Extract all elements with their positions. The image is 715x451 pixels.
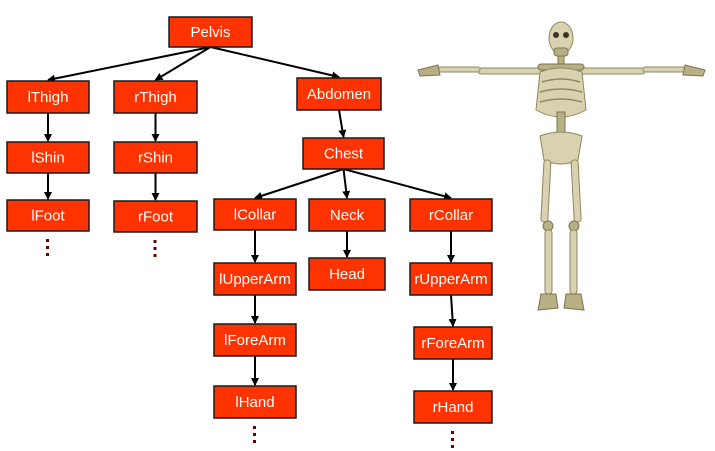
node-box-rcollar: [409, 198, 493, 232]
node-label-pelvis: Pelvis: [190, 24, 230, 41]
continuation-dot: [153, 247, 157, 250]
node-box-lfoot: [6, 199, 90, 232]
continuation-dot: [153, 240, 157, 243]
edge-pelvis-to-lthigh: [47, 46, 211, 83]
continuation-dot: [46, 239, 49, 242]
node-rthigh: rThigh: [113, 80, 198, 114]
node-label-rshin: rShin: [138, 150, 173, 167]
node-box-rforearm: [413, 326, 493, 360]
edge-pelvis-to-rthigh: [154, 46, 212, 81]
node-label-lhand: lHand: [235, 394, 274, 411]
node-rcollar: rCollar: [409, 198, 493, 232]
node-label-rfoot: rFoot: [138, 209, 174, 226]
node-label-rupperarm: rUpperArm: [414, 271, 487, 288]
node-box-pelvis: [168, 16, 253, 48]
continuation-dots-layer: [46, 239, 454, 448]
continuation-dots-lhand: [253, 426, 256, 443]
node-box-lthigh: [6, 80, 90, 114]
nodes-layer: Pelvis lThigh rThigh Abdomen lShin rShin Chest…: [6, 16, 493, 424]
node-rupperarm: rUpperArm: [409, 262, 493, 296]
node-lthigh: lThigh: [6, 80, 90, 114]
edges-layer: [44, 46, 457, 391]
node-label-lupperarm: lUpperArm: [219, 271, 291, 288]
edge-rupperarm-to-rforearm: [448, 294, 457, 327]
node-label-lcollar: lCollar: [234, 207, 277, 224]
node-box-neck: [308, 198, 386, 232]
node-label-lthigh: lThigh: [28, 89, 69, 106]
node-chest: Chest: [302, 137, 385, 170]
node-label-head: Head: [329, 266, 365, 283]
node-box-lcollar: [213, 198, 297, 231]
node-box-rupperarm: [409, 262, 493, 296]
continuation-dot: [253, 433, 256, 436]
node-pelvis: Pelvis: [168, 16, 253, 48]
continuation-dots-rhand: [451, 431, 454, 448]
node-lfoot: lFoot: [6, 199, 90, 232]
node-rforearm: rForeArm: [413, 326, 493, 360]
node-label-rthigh: rThigh: [134, 89, 177, 106]
node-label-rcollar: rCollar: [429, 207, 473, 224]
node-box-lforearm: [213, 323, 297, 357]
node-label-abdomen: Abdomen: [307, 86, 371, 103]
node-box-lshin: [6, 141, 90, 174]
node-rshin: rShin: [113, 141, 198, 174]
node-box-abdomen: [296, 77, 382, 111]
continuation-dot: [451, 431, 454, 434]
edge-chest-to-lcollar: [254, 168, 344, 200]
node-box-lhand: [213, 385, 297, 419]
node-neck: Neck: [308, 198, 386, 232]
node-label-rhand: rHand: [433, 399, 474, 416]
node-lforearm: lForeArm: [213, 323, 297, 357]
continuation-dot: [451, 438, 454, 441]
node-rhand: rHand: [413, 390, 493, 424]
node-abdomen: Abdomen: [296, 77, 382, 111]
node-box-lupperarm: [213, 262, 297, 296]
node-label-lshin: lShin: [31, 150, 64, 167]
node-lcollar: lCollar: [213, 198, 297, 231]
edge-abdomen-to-chest: [338, 109, 347, 138]
continuation-dot: [451, 445, 454, 448]
continuation-dot: [153, 254, 157, 257]
node-box-rthigh: [113, 80, 198, 114]
continuation-dot: [253, 426, 256, 429]
node-box-head: [308, 257, 386, 291]
node-box-rhand: [413, 390, 493, 424]
node-label-chest: Chest: [324, 146, 364, 163]
continuation-dots-rfoot: [153, 240, 157, 257]
edge-chest-to-neck: [342, 168, 351, 199]
node-box-rfoot: [113, 200, 198, 233]
continuation-dot: [46, 246, 49, 249]
edge-pelvis-to-abdomen: [210, 46, 340, 80]
node-head: Head: [308, 257, 386, 291]
continuation-dots-lfoot: [46, 239, 49, 256]
edge-chest-to-rcollar: [343, 168, 452, 201]
node-label-rforearm: rForeArm: [421, 335, 484, 352]
node-label-lforearm: lForeArm: [224, 332, 286, 349]
node-box-rshin: [113, 141, 198, 174]
node-lupperarm: lUpperArm: [213, 262, 297, 296]
node-label-lfoot: lFoot: [31, 208, 65, 225]
continuation-dot: [253, 440, 256, 443]
node-label-neck: Neck: [330, 207, 365, 224]
node-lhand: lHand: [213, 385, 297, 419]
node-lshin: lShin: [6, 141, 90, 174]
continuation-dot: [46, 253, 49, 256]
node-box-chest: [302, 137, 385, 170]
node-rfoot: rFoot: [113, 200, 198, 233]
skeleton-illustration: [417, 21, 706, 311]
